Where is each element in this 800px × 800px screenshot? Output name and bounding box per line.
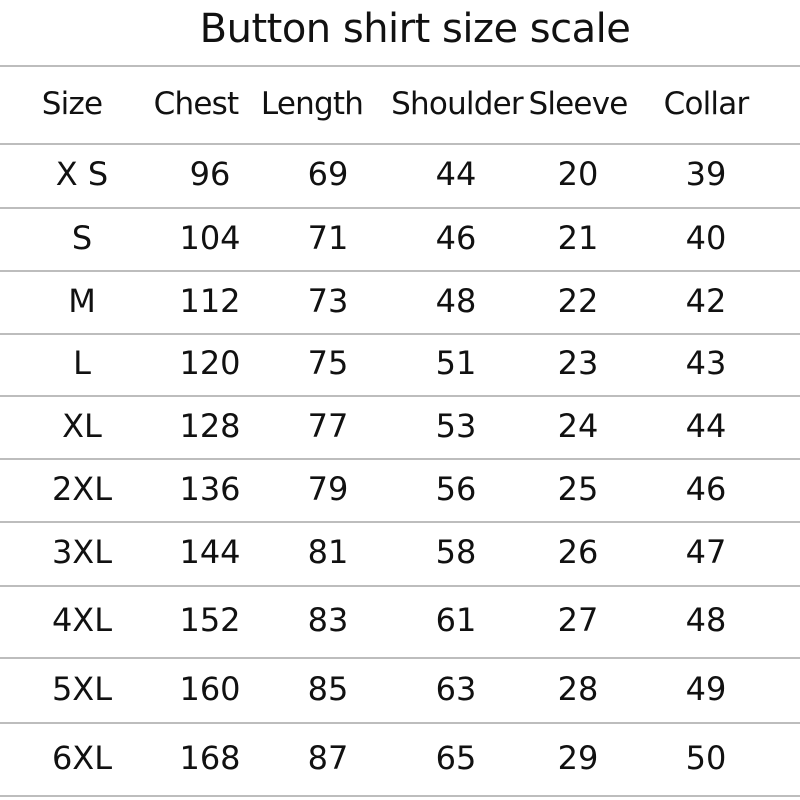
cell-collar: 44	[685, 406, 727, 445]
cell-chest: 152	[179, 601, 241, 639]
cell-size: XL	[62, 406, 102, 445]
cell-collar: 39	[685, 155, 727, 193]
cell-collar: 46	[685, 469, 727, 508]
cell-sleeve: 26	[557, 533, 599, 571]
cell-length: 77	[307, 406, 349, 445]
cell-sleeve: 24	[557, 406, 599, 445]
row-divider	[0, 657, 800, 659]
row-divider	[0, 458, 800, 460]
cell-size: 3XL	[51, 533, 113, 571]
cell-shoulder: 44	[435, 155, 477, 193]
cell-sleeve: 23	[557, 344, 599, 382]
row-divider	[0, 143, 800, 145]
cell-chest: 112	[179, 281, 241, 320]
column-header-chest: Chest	[153, 86, 239, 122]
column-header-sleeve: Sleeve	[528, 86, 628, 122]
cell-chest: 160	[179, 669, 241, 708]
cell-length: 73	[307, 281, 349, 320]
row-divider	[0, 270, 800, 272]
cell-chest: 128	[179, 406, 241, 445]
cell-size: L	[73, 344, 91, 382]
cell-length: 79	[307, 469, 349, 508]
cell-length: 71	[307, 218, 349, 257]
cell-collar: 42	[685, 281, 727, 320]
row-divider	[0, 395, 800, 397]
cell-collar: 49	[685, 669, 727, 708]
cell-collar: 47	[685, 533, 727, 571]
cell-collar: 40	[685, 218, 727, 257]
row-divider	[0, 795, 800, 797]
row-divider	[0, 65, 800, 67]
cell-sleeve: 27	[557, 601, 599, 639]
cell-shoulder: 46	[435, 218, 477, 257]
row-divider	[0, 207, 800, 209]
cell-size: 5XL	[51, 669, 113, 708]
cell-shoulder: 65	[435, 738, 477, 777]
cell-length: 75	[307, 344, 349, 382]
row-divider	[0, 722, 800, 724]
cell-length: 83	[307, 601, 349, 639]
cell-collar: 50	[685, 738, 727, 777]
cell-shoulder: 56	[435, 469, 477, 508]
cell-length: 69	[307, 155, 349, 193]
cell-collar: 43	[685, 344, 727, 382]
cell-length: 85	[307, 669, 349, 708]
cell-shoulder: 53	[435, 406, 477, 445]
cell-shoulder: 58	[435, 533, 477, 571]
column-header-shoulder: Shoulder	[391, 86, 523, 122]
cell-sleeve: 20	[557, 155, 599, 193]
column-header-collar: Collar	[663, 86, 750, 122]
cell-sleeve: 28	[557, 669, 599, 708]
page-title: Button shirt size scale	[199, 6, 631, 52]
column-header-size: Size	[41, 86, 103, 122]
cell-length: 81	[307, 533, 349, 571]
cell-size: 6XL	[51, 738, 113, 777]
cell-size: M	[68, 281, 96, 320]
cell-shoulder: 63	[435, 669, 477, 708]
row-divider	[0, 333, 800, 335]
cell-size: X S	[55, 155, 109, 193]
cell-size: 2XL	[51, 469, 113, 508]
cell-shoulder: 48	[435, 281, 477, 320]
cell-chest: 104	[179, 218, 241, 257]
cell-sleeve: 21	[557, 218, 599, 257]
cell-chest: 144	[179, 533, 241, 571]
cell-size: 4XL	[51, 601, 113, 639]
cell-size: S	[71, 218, 93, 257]
row-divider	[0, 585, 800, 587]
cell-shoulder: 61	[435, 601, 477, 639]
cell-shoulder: 51	[435, 344, 477, 382]
cell-sleeve: 22	[557, 281, 599, 320]
cell-chest: 136	[179, 469, 241, 508]
cell-collar: 48	[685, 601, 727, 639]
column-header-length: Length	[260, 86, 364, 122]
cell-chest: 96	[189, 155, 231, 193]
cell-sleeve: 29	[557, 738, 599, 777]
row-divider	[0, 521, 800, 523]
cell-chest: 120	[179, 344, 241, 382]
cell-length: 87	[307, 738, 349, 777]
cell-sleeve: 25	[557, 469, 599, 508]
cell-chest: 168	[179, 738, 241, 777]
